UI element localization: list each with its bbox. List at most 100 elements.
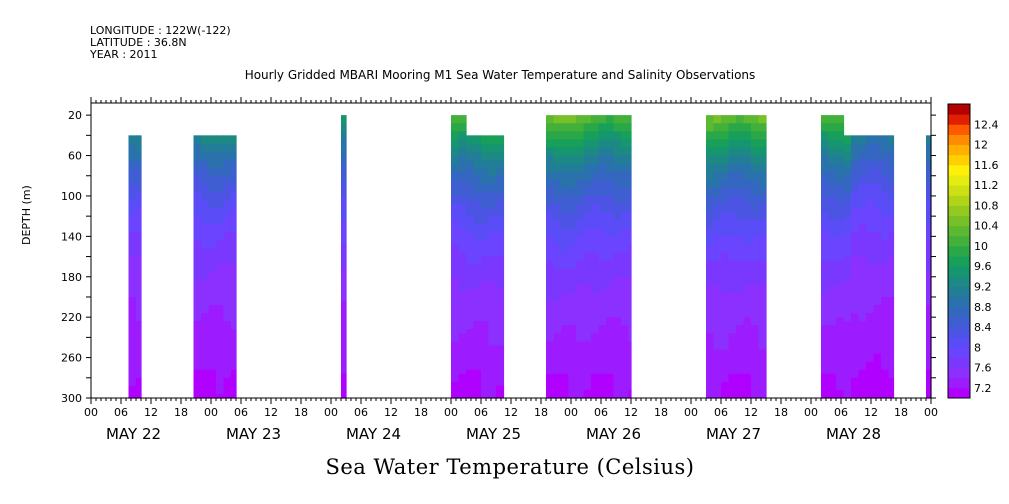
heatmap-cell bbox=[451, 276, 460, 286]
heatmap-cell bbox=[843, 224, 852, 233]
heatmap-cell bbox=[216, 143, 225, 153]
heatmap-cell bbox=[561, 325, 570, 334]
heatmap-cell bbox=[473, 167, 482, 177]
heatmap-cell bbox=[828, 341, 837, 351]
heatmap-cell bbox=[866, 313, 875, 322]
heatmap-cell bbox=[873, 135, 882, 145]
x-tick-label: 06 bbox=[834, 406, 848, 419]
heatmap-cell bbox=[843, 232, 852, 241]
heatmap-cell bbox=[881, 264, 890, 274]
heatmap-cell bbox=[576, 187, 585, 197]
heatmap-cell bbox=[851, 256, 860, 266]
heatmap-cell bbox=[583, 123, 592, 132]
heatmap-cell bbox=[561, 147, 570, 157]
heatmap-cell bbox=[758, 220, 767, 229]
heatmap-cell bbox=[598, 341, 607, 351]
x-tick-label: 18 bbox=[774, 406, 788, 419]
heatmap-cell bbox=[231, 208, 237, 217]
heatmap-cell bbox=[481, 183, 490, 193]
heatmap-cell bbox=[561, 252, 570, 262]
heatmap-cell bbox=[828, 187, 837, 197]
heatmap-cell bbox=[451, 309, 460, 318]
heatmap-cell bbox=[466, 167, 475, 177]
heatmap-cell bbox=[591, 325, 600, 334]
heatmap-cell bbox=[341, 349, 347, 359]
heatmap-cell bbox=[496, 264, 505, 274]
heatmap-cell bbox=[481, 175, 490, 185]
heatmap-cell bbox=[561, 115, 570, 124]
heatmap-cell bbox=[568, 381, 577, 391]
heatmap-cell bbox=[481, 224, 490, 233]
heatmap-cell bbox=[128, 143, 137, 153]
heatmap-cell bbox=[843, 159, 852, 169]
x-axis: 00 06 12 18 00 06 12 18 00 06 12 18 00 06 12 18 00 06 12 18… bbox=[84, 97, 938, 443]
heatmap-cell bbox=[613, 301, 622, 310]
heatmap-cell bbox=[583, 228, 592, 237]
heatmap-cell bbox=[736, 139, 745, 149]
heatmap-cell bbox=[216, 377, 225, 387]
heatmap-cell bbox=[613, 325, 622, 334]
heatmap-cell bbox=[613, 123, 622, 132]
heatmap-cell bbox=[888, 329, 895, 338]
heatmap-cell bbox=[598, 147, 607, 157]
heatmap-cell bbox=[628, 195, 632, 205]
heatmap-cell bbox=[496, 167, 505, 177]
heatmap-cell bbox=[591, 123, 600, 132]
heatmap-cell bbox=[606, 139, 615, 149]
heatmap-cell bbox=[473, 208, 482, 217]
heatmap-cell bbox=[568, 115, 577, 124]
heatmap-cell bbox=[926, 224, 932, 233]
heatmap-cell bbox=[828, 212, 837, 221]
heatmap-cell bbox=[466, 321, 475, 330]
heatmap-cell bbox=[488, 280, 497, 290]
heatmap-cell bbox=[561, 365, 570, 375]
heatmap-cell bbox=[713, 220, 722, 229]
heatmap-cell bbox=[873, 321, 882, 330]
heatmap-cell bbox=[866, 216, 875, 225]
heatmap-cell bbox=[193, 305, 202, 314]
heatmap-cell bbox=[888, 377, 895, 387]
heatmap-cell bbox=[728, 204, 737, 213]
heatmap-cell bbox=[858, 385, 867, 395]
heatmap-cell bbox=[706, 349, 715, 359]
heatmap-cell bbox=[128, 329, 137, 338]
heatmap-cell bbox=[583, 381, 592, 391]
heatmap-cell bbox=[851, 361, 860, 371]
heatmap-cell bbox=[466, 240, 475, 250]
heatmap-cell bbox=[821, 171, 830, 181]
heatmap-cell bbox=[866, 256, 875, 266]
heatmap-cell bbox=[628, 268, 632, 278]
heatmap-cell bbox=[628, 155, 632, 165]
heatmap-cell bbox=[223, 151, 232, 161]
heatmap-cell bbox=[728, 179, 737, 189]
heatmap-cell bbox=[136, 329, 142, 338]
heatmap-cell bbox=[728, 357, 737, 367]
heatmap-cell bbox=[568, 139, 577, 149]
heatmap-cell bbox=[736, 381, 745, 391]
heatmap-cell bbox=[843, 345, 852, 355]
heatmap-cell bbox=[231, 191, 237, 201]
heatmap-cell bbox=[721, 284, 730, 294]
heatmap-cell bbox=[496, 159, 505, 169]
heatmap-cell bbox=[888, 216, 895, 225]
heatmap-cell bbox=[598, 212, 607, 221]
heatmap-cell bbox=[888, 143, 895, 153]
heatmap-cell bbox=[583, 301, 592, 310]
heatmap-cell bbox=[136, 191, 142, 201]
heatmap-cell bbox=[208, 377, 217, 387]
heatmap-cell bbox=[828, 115, 837, 124]
heatmap-cell bbox=[568, 204, 577, 213]
heatmap-cell bbox=[568, 131, 577, 140]
heatmap-cell bbox=[728, 325, 737, 334]
heatmap-cell bbox=[488, 296, 497, 306]
heatmap-cell bbox=[888, 321, 895, 330]
heatmap-cell bbox=[706, 220, 715, 229]
heatmap-cell bbox=[721, 115, 730, 124]
heatmap-cell bbox=[628, 325, 632, 334]
heatmap-cell bbox=[721, 276, 730, 286]
heatmap-cell bbox=[216, 232, 225, 241]
heatmap-cell bbox=[628, 301, 632, 310]
heatmap-cell bbox=[583, 139, 592, 149]
heatmap-cell bbox=[223, 385, 232, 395]
heatmap-cell bbox=[546, 260, 555, 270]
